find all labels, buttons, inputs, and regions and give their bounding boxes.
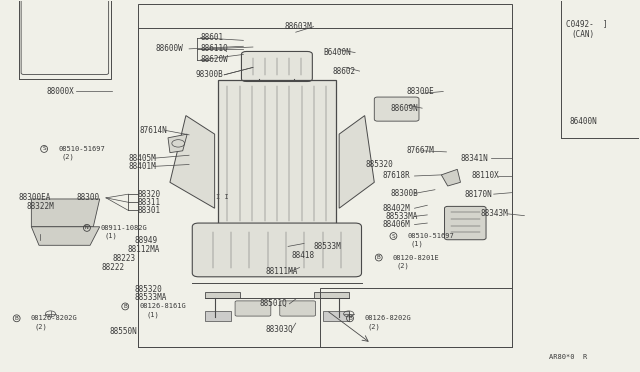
Text: 88602: 88602	[333, 67, 356, 76]
Bar	[205, 311, 230, 321]
FancyBboxPatch shape	[374, 97, 419, 121]
Text: 88343M: 88343M	[481, 209, 509, 218]
Bar	[19, 0, 111, 78]
Text: 88111MA: 88111MA	[266, 267, 298, 276]
Text: 88533M: 88533M	[314, 242, 341, 251]
Text: 88222: 88222	[102, 263, 125, 272]
FancyBboxPatch shape	[235, 301, 271, 316]
Text: 08126-8202G: 08126-8202G	[364, 315, 411, 321]
Text: 88620W: 88620W	[200, 55, 228, 64]
Text: B: B	[348, 316, 352, 321]
Text: 88223: 88223	[113, 254, 136, 263]
Text: 88000X: 88000X	[47, 87, 74, 96]
Text: 88401M: 88401M	[129, 162, 156, 171]
Text: (2): (2)	[61, 154, 74, 160]
Text: 88405M: 88405M	[129, 154, 156, 163]
Text: 88601: 88601	[200, 33, 224, 42]
Text: 88533MA: 88533MA	[386, 212, 418, 221]
Polygon shape	[31, 199, 100, 227]
Polygon shape	[168, 134, 187, 153]
Bar	[314, 292, 349, 298]
FancyBboxPatch shape	[280, 301, 316, 316]
Bar	[218, 80, 336, 227]
Text: 08126-8161G: 08126-8161G	[140, 304, 186, 310]
Text: 88406M: 88406M	[383, 220, 410, 229]
Bar	[138, 4, 511, 347]
Text: 87614N: 87614N	[140, 126, 168, 135]
Bar	[320, 288, 511, 347]
Text: 08126-8202G: 08126-8202G	[31, 315, 77, 321]
Text: S: S	[392, 234, 396, 238]
Text: 88303Q: 88303Q	[266, 325, 294, 334]
Text: 885320: 885320	[135, 285, 163, 294]
Polygon shape	[31, 227, 100, 245]
Text: 87618R: 87618R	[383, 171, 410, 180]
Text: (1): (1)	[104, 232, 117, 239]
Text: (1): (1)	[147, 311, 159, 318]
Text: 88600W: 88600W	[156, 44, 184, 53]
FancyBboxPatch shape	[192, 223, 362, 277]
Text: 88320: 88320	[138, 190, 161, 199]
Text: (2): (2)	[35, 324, 47, 330]
Text: (2): (2)	[397, 262, 410, 269]
Text: (CAN): (CAN)	[571, 29, 594, 39]
Text: 88501Q: 88501Q	[260, 299, 288, 308]
Text: B6400N: B6400N	[323, 48, 351, 57]
Text: B: B	[377, 255, 381, 260]
Text: 88300E: 88300E	[406, 87, 434, 96]
Text: (1): (1)	[411, 241, 424, 247]
Text: 88322M: 88322M	[26, 202, 54, 211]
Text: 88402M: 88402M	[383, 204, 410, 213]
Text: B: B	[15, 316, 19, 321]
Text: 88550N: 88550N	[109, 327, 137, 336]
Text: S: S	[42, 147, 46, 151]
Bar	[205, 292, 240, 298]
Text: 08120-8201E: 08120-8201E	[393, 254, 440, 260]
FancyBboxPatch shape	[445, 206, 486, 240]
Text: N: N	[85, 225, 89, 230]
Polygon shape	[442, 169, 461, 186]
Text: 88170N: 88170N	[465, 190, 492, 199]
Text: 88300: 88300	[76, 193, 99, 202]
Text: 88300EA: 88300EA	[19, 193, 51, 202]
Text: 88533MA: 88533MA	[135, 293, 167, 302]
Text: 88603M: 88603M	[285, 22, 312, 31]
Text: AR80*0  R: AR80*0 R	[548, 354, 587, 360]
Text: 88301: 88301	[138, 206, 161, 215]
Text: 88110X: 88110X	[472, 171, 500, 180]
Text: 88112MA: 88112MA	[127, 244, 159, 253]
Bar	[323, 311, 349, 321]
Text: 88341N: 88341N	[461, 154, 488, 163]
Text: I I: I I	[216, 194, 228, 200]
Text: 88311: 88311	[138, 198, 161, 207]
FancyBboxPatch shape	[241, 51, 312, 81]
Text: 885320: 885320	[366, 160, 394, 169]
Text: 08510-51697: 08510-51697	[408, 233, 454, 239]
Text: 88949: 88949	[135, 236, 158, 246]
Text: 88609N: 88609N	[390, 104, 418, 113]
Polygon shape	[339, 116, 374, 208]
Text: 08911-1082G: 08911-1082G	[101, 225, 148, 231]
Text: 08510-51697: 08510-51697	[58, 146, 105, 152]
Text: 88418: 88418	[291, 251, 314, 260]
Text: (2): (2)	[367, 324, 380, 330]
Text: 87667M: 87667M	[406, 146, 434, 155]
Text: 88300B: 88300B	[390, 189, 418, 198]
Text: 88611Q: 88611Q	[200, 44, 228, 53]
Polygon shape	[170, 116, 214, 208]
Text: 98300B: 98300B	[195, 70, 223, 79]
Text: C0492-  ]: C0492- ]	[566, 19, 607, 28]
Text: 86400N: 86400N	[569, 117, 597, 126]
Text: B: B	[124, 304, 127, 309]
